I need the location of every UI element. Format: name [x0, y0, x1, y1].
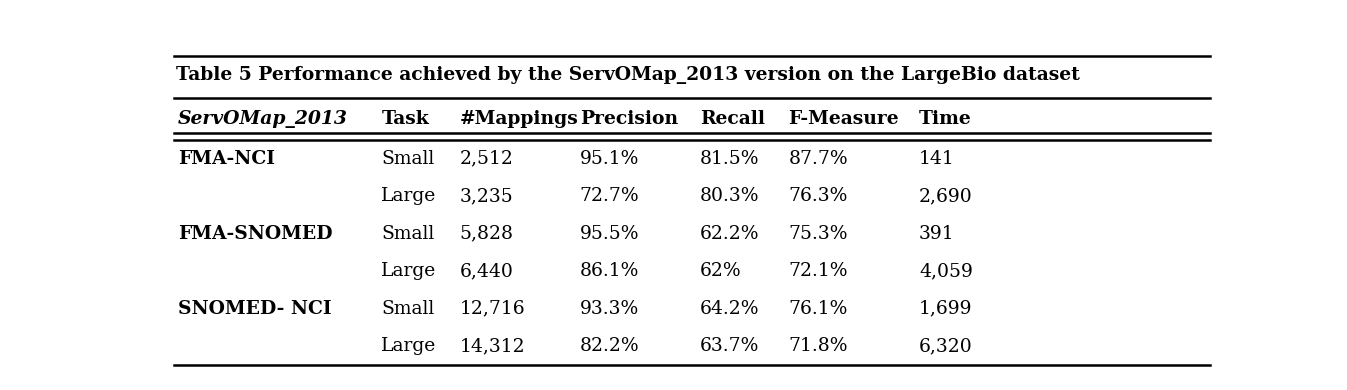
Text: Table 5 Performance achieved by the ServOMap_2013 version on the LargeBio datase: Table 5 Performance achieved by the Serv… [175, 66, 1079, 84]
Text: 12,716: 12,716 [459, 300, 525, 318]
Text: Large: Large [381, 187, 436, 205]
Text: 93.3%: 93.3% [579, 300, 638, 318]
Text: 72.1%: 72.1% [788, 262, 849, 280]
Text: 86.1%: 86.1% [579, 262, 638, 280]
Text: 6,440: 6,440 [459, 262, 513, 280]
Text: 76.1%: 76.1% [788, 300, 847, 318]
Text: F-Measure: F-Measure [788, 110, 898, 128]
Text: Recall: Recall [699, 110, 765, 128]
Text: 6,320: 6,320 [919, 337, 973, 355]
Text: 2,690: 2,690 [919, 187, 973, 205]
Text: 81.5%: 81.5% [699, 150, 760, 168]
Text: 80.3%: 80.3% [699, 187, 760, 205]
Text: 62%: 62% [699, 262, 741, 280]
Text: Task: Task [381, 110, 430, 128]
Text: 2,512: 2,512 [459, 150, 513, 168]
Text: 5,828: 5,828 [459, 225, 513, 243]
Text: Small: Small [381, 150, 435, 168]
Text: 14,312: 14,312 [459, 337, 525, 355]
Text: 3,235: 3,235 [459, 187, 513, 205]
Text: Large: Large [381, 337, 436, 355]
Text: 95.1%: 95.1% [579, 150, 638, 168]
Text: 95.5%: 95.5% [579, 225, 640, 243]
Text: Time: Time [919, 110, 971, 128]
Text: ServOMap_2013: ServOMap_2013 [178, 110, 348, 128]
Text: 62.2%: 62.2% [699, 225, 760, 243]
Text: 76.3%: 76.3% [788, 187, 847, 205]
Text: Small: Small [381, 300, 435, 318]
Text: 391: 391 [919, 225, 955, 243]
Text: 63.7%: 63.7% [699, 337, 760, 355]
Text: FMA-NCI: FMA-NCI [178, 150, 275, 168]
Text: 72.7%: 72.7% [579, 187, 640, 205]
Text: 64.2%: 64.2% [699, 300, 760, 318]
Text: 82.2%: 82.2% [579, 337, 640, 355]
Text: FMA-SNOMED: FMA-SNOMED [178, 225, 333, 243]
Text: 141: 141 [919, 150, 955, 168]
Text: #Mappings: #Mappings [459, 110, 578, 128]
Text: Precision: Precision [579, 110, 678, 128]
Text: 4,059: 4,059 [919, 262, 973, 280]
Text: 71.8%: 71.8% [788, 337, 849, 355]
Text: Small: Small [381, 225, 435, 243]
Text: 87.7%: 87.7% [788, 150, 849, 168]
Text: 1,699: 1,699 [919, 300, 973, 318]
Text: 75.3%: 75.3% [788, 225, 849, 243]
Text: SNOMED- NCI: SNOMED- NCI [178, 300, 331, 318]
Text: Large: Large [381, 262, 436, 280]
